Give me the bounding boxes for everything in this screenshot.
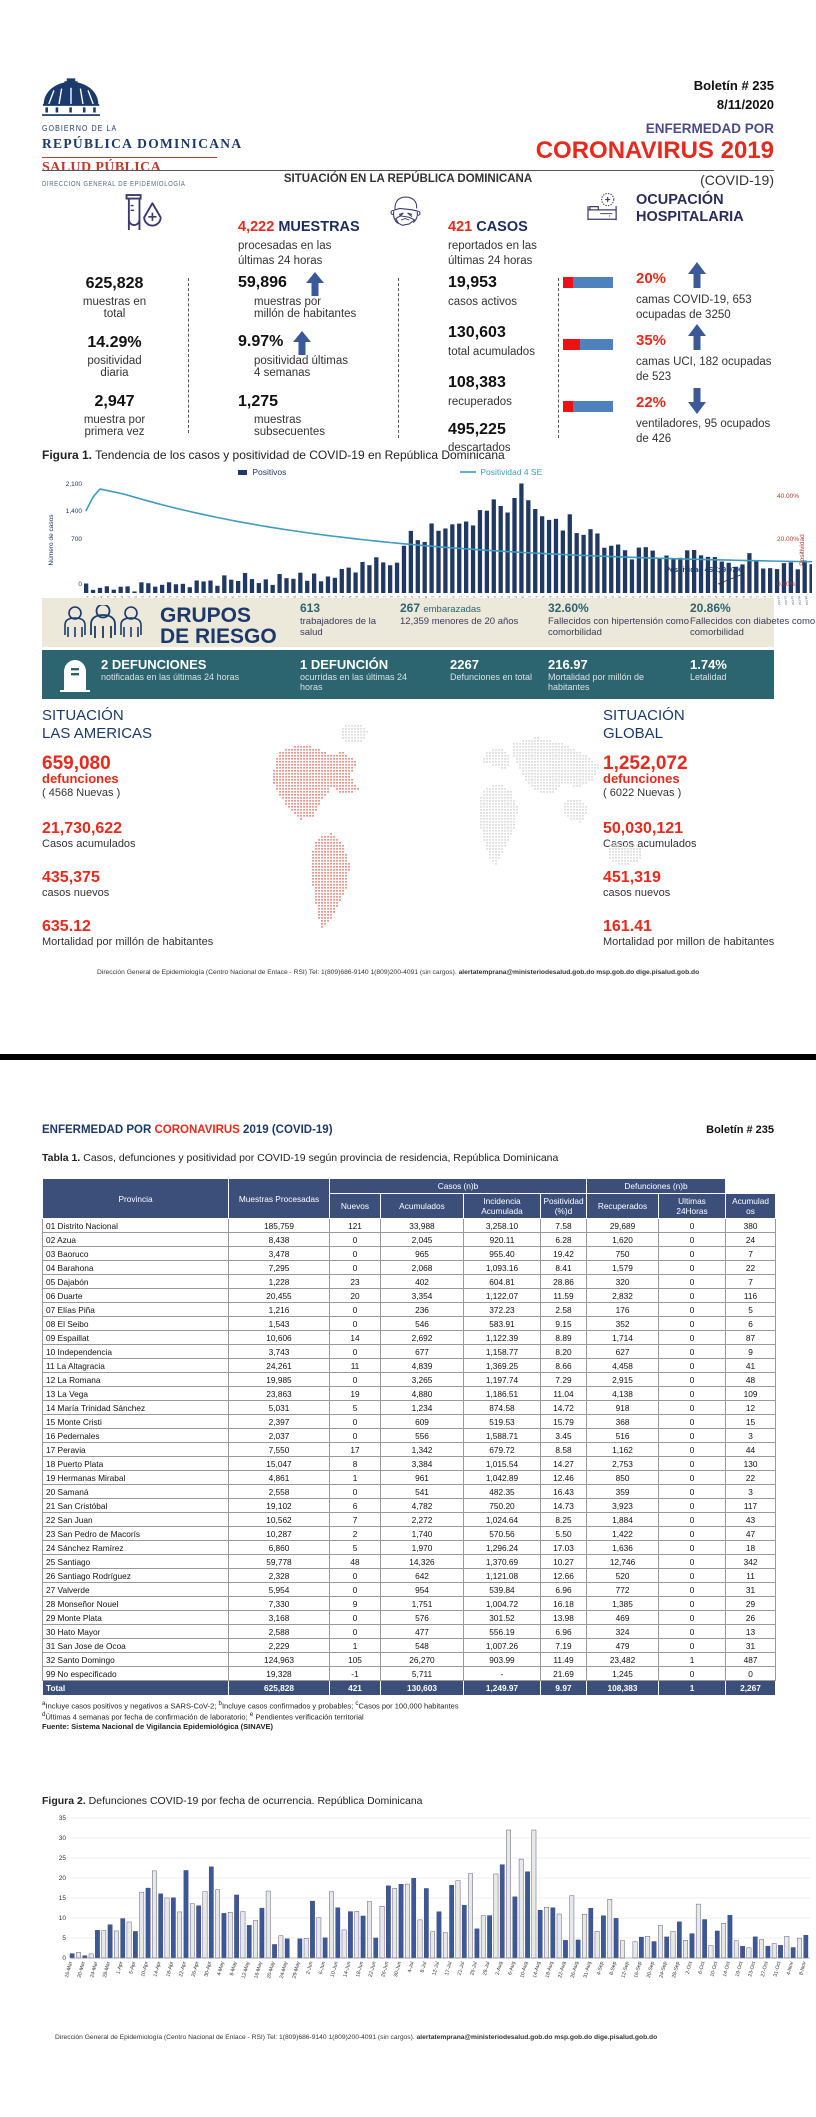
svg-text:18-Jun: 18-Jun (355, 1961, 365, 1978)
svg-text:Positividad 4SE; 9.97%: Positividad 4SE; 9.97% (665, 567, 742, 574)
svg-text:30-Oct: 30-Oct (811, 595, 812, 605)
svg-text:4-May: 4-May (216, 1961, 226, 1977)
svg-text:5: 5 (62, 1935, 66, 1942)
svg-text:10-Apr: 10-Apr (140, 1961, 150, 1978)
svg-text:4-Jul: 4-Jul (407, 1961, 416, 1973)
svg-text:0: 0 (62, 1955, 66, 1962)
svg-text:25-Oct: 25-Oct (797, 595, 803, 605)
svg-text:700: 700 (71, 536, 82, 543)
svg-text:19-Oct: 19-Oct (776, 595, 782, 605)
svg-text:25: 25 (59, 1855, 67, 1862)
svg-text:35: 35 (59, 1815, 67, 1822)
svg-text:28-Oct: 28-Oct (804, 595, 810, 605)
svg-text:12-Jul: 12-Jul (431, 1961, 440, 1976)
svg-text:14-Jun: 14-Jun (342, 1961, 352, 1978)
svg-text:8-Nov: 8-Nov (798, 1961, 807, 1976)
svg-text:20.00%: 20.00% (777, 536, 799, 543)
svg-text:8-May: 8-May (229, 1961, 239, 1977)
svg-text:0: 0 (78, 581, 82, 588)
svg-text:4-Nov: 4-Nov (786, 1961, 795, 1976)
svg-text:16-Sep: 16-Sep (633, 1961, 643, 1979)
svg-text:17-Jul: 17-Jul (444, 1961, 453, 1976)
svg-text:29-Jul: 29-Jul (482, 1961, 491, 1976)
svg-text:6-Oct: 6-Oct (697, 1960, 706, 1974)
svg-text:29-May: 29-May (291, 1961, 301, 1980)
svg-text:26-Apr: 26-Apr (191, 1961, 201, 1978)
svg-text:0.00%: 0.00% (777, 581, 796, 588)
svg-text:22-Jun: 22-Jun (368, 1961, 378, 1978)
svg-text:16-May: 16-May (254, 1961, 264, 1980)
svg-text:2-Oct: 2-Oct (685, 1960, 694, 1974)
svg-text:40.00%: 40.00% (777, 493, 799, 500)
svg-text:28-Mar: 28-Mar (102, 1961, 112, 1979)
svg-text:15: 15 (59, 1895, 67, 1902)
svg-text:10-Oct: 10-Oct (709, 1960, 719, 1977)
svg-text:1,400: 1,400 (66, 508, 83, 515)
svg-text:22-Apr: 22-Apr (178, 1961, 188, 1978)
svg-text:24-May: 24-May (279, 1961, 289, 1980)
svg-text:4-Sep: 4-Sep (596, 1961, 605, 1976)
svg-text:18-Apr: 18-Apr (165, 1961, 175, 1978)
svg-text:10-Jun: 10-Jun (330, 1961, 340, 1978)
svg-text:24-Mar: 24-Mar (89, 1961, 99, 1979)
svg-text:16-Mar: 16-Mar (64, 1961, 74, 1979)
svg-text:Positividad: Positividad (799, 534, 806, 566)
svg-text:19-Oct: 19-Oct (735, 1960, 745, 1977)
svg-text:23-Oct: 23-Oct (790, 595, 796, 605)
svg-text:25-Jul: 25-Jul (469, 1961, 478, 1976)
svg-text:30-Apr: 30-Apr (203, 1961, 213, 1978)
svg-text:20-Sep: 20-Sep (646, 1961, 656, 1979)
svg-text:26-Aug: 26-Aug (570, 1961, 580, 1979)
svg-text:20-Mar: 20-Mar (77, 1961, 87, 1979)
svg-text:6-Jun: 6-Jun (318, 1961, 327, 1975)
svg-text:27-Oct: 27-Oct (760, 1960, 770, 1977)
svg-text:Número de casos: Número de casos (48, 514, 55, 566)
svg-text:10-Aug: 10-Aug (519, 1961, 529, 1979)
svg-text:20: 20 (59, 1875, 67, 1882)
svg-text:30-Jun: 30-Jun (393, 1961, 403, 1978)
svg-text:2-Aug: 2-Aug (495, 1961, 504, 1976)
svg-text:30: 30 (59, 1835, 67, 1842)
svg-text:12-May: 12-May (241, 1961, 251, 1980)
svg-text:18-Aug: 18-Aug (545, 1961, 555, 1979)
svg-text:6-Aug: 6-Aug (507, 1961, 516, 1976)
svg-text:1-Apr: 1-Apr (116, 1961, 125, 1975)
svg-text:24-Sep: 24-Sep (658, 1961, 668, 1979)
svg-text:21-Oct: 21-Oct (783, 595, 789, 605)
svg-text:31-Oct: 31-Oct (773, 1960, 783, 1977)
svg-text:20-May: 20-May (266, 1961, 276, 1980)
svg-text:28-Sep: 28-Sep (671, 1961, 681, 1979)
svg-text:8-Sep: 8-Sep (609, 1961, 618, 1976)
svg-text:2,100: 2,100 (66, 481, 83, 488)
svg-text:14-Apr: 14-Apr (153, 1961, 163, 1978)
svg-text:10: 10 (59, 1915, 67, 1922)
svg-text:21-Jul: 21-Jul (457, 1961, 466, 1976)
svg-text:26-Jun: 26-Jun (380, 1961, 390, 1978)
svg-text:2-Jun: 2-Jun (305, 1961, 314, 1975)
svg-text:12-Sep: 12-Sep (621, 1961, 631, 1979)
svg-text:31-Aug: 31-Aug (583, 1961, 593, 1979)
svg-text:5-Apr: 5-Apr (128, 1961, 137, 1975)
svg-text:22-Aug: 22-Aug (557, 1961, 567, 1979)
svg-text:14-Aug: 14-Aug (532, 1961, 542, 1979)
svg-text:14-Oct: 14-Oct (722, 1960, 732, 1977)
svg-text:8-Jul: 8-Jul (420, 1961, 429, 1973)
svg-text:23-Oct: 23-Oct (747, 1960, 757, 1977)
